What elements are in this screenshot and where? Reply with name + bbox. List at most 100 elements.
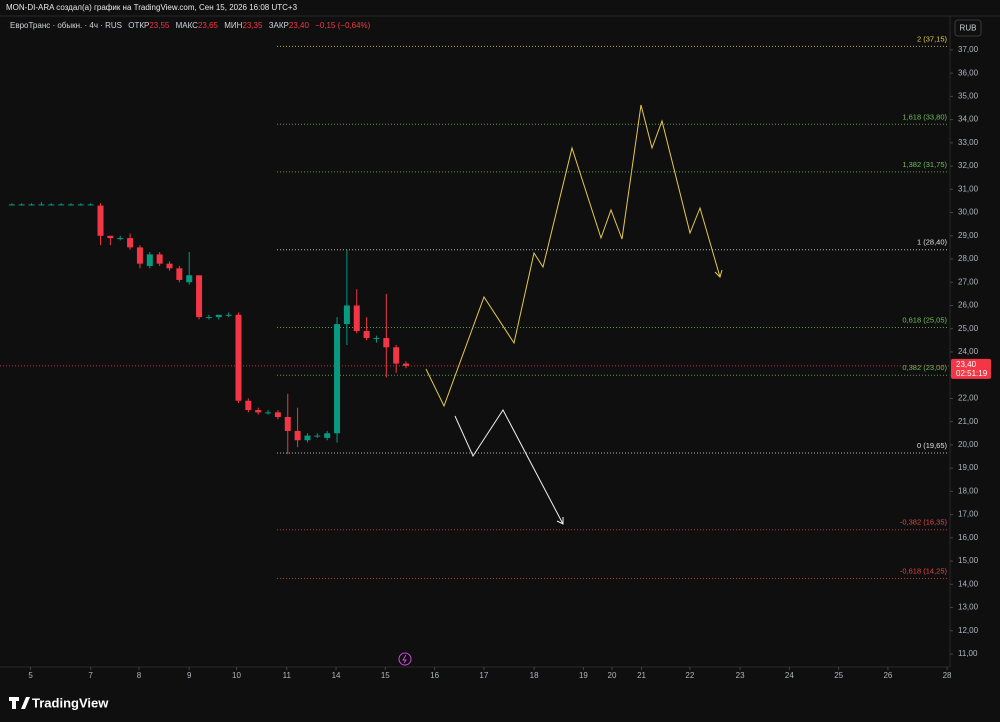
x-tick-label: 5 [28, 671, 33, 680]
candle-body [146, 254, 153, 266]
header-title: MON-DI-ARA создал(а) график на TradingVi… [6, 3, 298, 12]
currency-button[interactable] [954, 19, 982, 37]
candle-body [196, 275, 203, 318]
candle-body [324, 433, 331, 438]
candle-body [87, 204, 94, 206]
y-tick-label: 15,00 [958, 556, 979, 565]
x-tick-label: 15 [381, 671, 390, 680]
candle-body [284, 417, 291, 431]
fib-level-label: 0 (19,65) [917, 441, 948, 450]
x-tick-label: 9 [187, 671, 192, 680]
y-tick-label: 14,00 [958, 579, 979, 588]
candle-body [58, 204, 65, 206]
x-tick-label: 24 [785, 671, 794, 680]
candle-body [28, 204, 35, 206]
x-tick-label: 25 [834, 671, 843, 680]
event-icon[interactable] [398, 652, 412, 666]
fib-level-label: 0,618 (25,05) [902, 316, 947, 325]
y-tick-label: 34,00 [958, 115, 979, 124]
y-tick-label: 20,00 [958, 440, 979, 449]
candle-body [48, 204, 55, 206]
candle-body [156, 254, 163, 264]
x-tick-label: 18 [530, 671, 539, 680]
candle-body [294, 430, 301, 441]
legend-change: −0,15 (−0,64%) [315, 21, 370, 30]
currency: RUB [960, 24, 977, 33]
x-tick-label: 16 [430, 671, 439, 680]
x-tick-label: 19 [579, 671, 588, 680]
legend-open: 23,55 [149, 21, 170, 30]
candle-body [225, 314, 232, 316]
legend-close: 23,40 [289, 21, 310, 30]
projection-path [454, 409, 564, 525]
projection-arrowhead [714, 269, 723, 278]
candle-body [77, 204, 84, 206]
y-tick-label: 26,00 [958, 301, 979, 310]
y-tick-label: 30,00 [958, 208, 979, 217]
candle-body [166, 263, 173, 269]
x-tick-label: 14 [332, 671, 341, 680]
candle-body [343, 305, 350, 325]
event-icon-bolt [402, 654, 407, 664]
brand: TradingView [32, 695, 109, 710]
candle-body [334, 324, 341, 434]
x-tick-label: 8 [137, 671, 142, 680]
candle-body [393, 347, 400, 364]
y-tick-label: 35,00 [958, 91, 979, 100]
candle-body [38, 204, 45, 206]
x-tick-label: 26 [883, 671, 892, 680]
last-price-label: 23,40 [956, 360, 977, 369]
candle-body [373, 338, 380, 340]
x-tick-label: 11 [283, 671, 292, 680]
candle-body [205, 317, 212, 319]
fib-level-label: -0,618 (14,25) [900, 566, 948, 575]
y-tick-label: 21,00 [958, 417, 979, 426]
y-tick-label: 37,00 [958, 45, 979, 54]
x-tick-label: 10 [232, 671, 241, 680]
candle-body [304, 435, 311, 441]
y-tick-label: 24,00 [958, 347, 979, 356]
candle-body [136, 247, 143, 264]
y-tick-label: 16,00 [958, 533, 979, 542]
y-tick-label: 18,00 [958, 486, 979, 495]
y-tick-label: 31,00 [958, 184, 979, 193]
fib-level-label: 1,382 (31,75) [902, 160, 947, 169]
candle-body [8, 204, 15, 206]
x-tick-label: 21 [637, 671, 646, 680]
candle-body [127, 238, 134, 248]
y-tick-label: 28,00 [958, 254, 979, 263]
y-tick-label: 32,00 [958, 161, 979, 170]
candle-body [18, 204, 25, 206]
candle-body [245, 400, 252, 411]
candle-body [186, 275, 193, 283]
legend-line: ЕвроТранс · обыкн. · 4ч · RUS ОТКР23,55 … [10, 21, 371, 30]
x-tick-label: 23 [736, 671, 745, 680]
x-tick-label: 28 [943, 671, 952, 680]
x-tick-label: 17 [479, 671, 488, 680]
fib-level-label: 2 (37,15) [917, 34, 948, 43]
candle-body [117, 238, 124, 240]
legend: ЕвроТранс · обыкн. · 4ч · RUS ОТКР23,55 … [10, 21, 371, 30]
y-tick-label: 29,00 [958, 231, 979, 240]
y-tick-label: 36,00 [958, 68, 979, 77]
countdown: 02:51:19 [956, 369, 988, 378]
projection-arrowhead [556, 517, 564, 525]
y-tick-label: 13,00 [958, 603, 979, 612]
candle-body [107, 235, 114, 239]
fib-level-label: 1 (28,40) [917, 238, 948, 247]
legend-low-label: МИН [224, 21, 242, 30]
brand-logo [9, 697, 30, 709]
candle-body [383, 338, 390, 348]
candle-body [215, 314, 222, 318]
y-tick-label: 11,00 [958, 649, 978, 658]
y-tick-label: 25,00 [958, 324, 979, 333]
last-price-box [951, 358, 991, 379]
fib-level-label: 1,618 (33,80) [902, 112, 947, 121]
legend-open-label: ОТКР [128, 21, 149, 30]
legend-high: 23,65 [198, 21, 219, 30]
y-tick-label: 17,00 [958, 510, 979, 519]
fib-level-label: -0,382 (16,35) [900, 518, 948, 527]
y-tick-label: 33,00 [958, 138, 979, 147]
